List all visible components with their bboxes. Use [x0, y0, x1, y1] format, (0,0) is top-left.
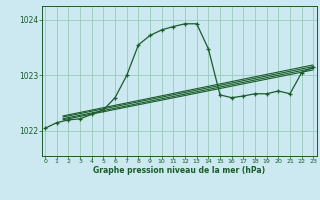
X-axis label: Graphe pression niveau de la mer (hPa): Graphe pression niveau de la mer (hPa)	[93, 166, 265, 175]
